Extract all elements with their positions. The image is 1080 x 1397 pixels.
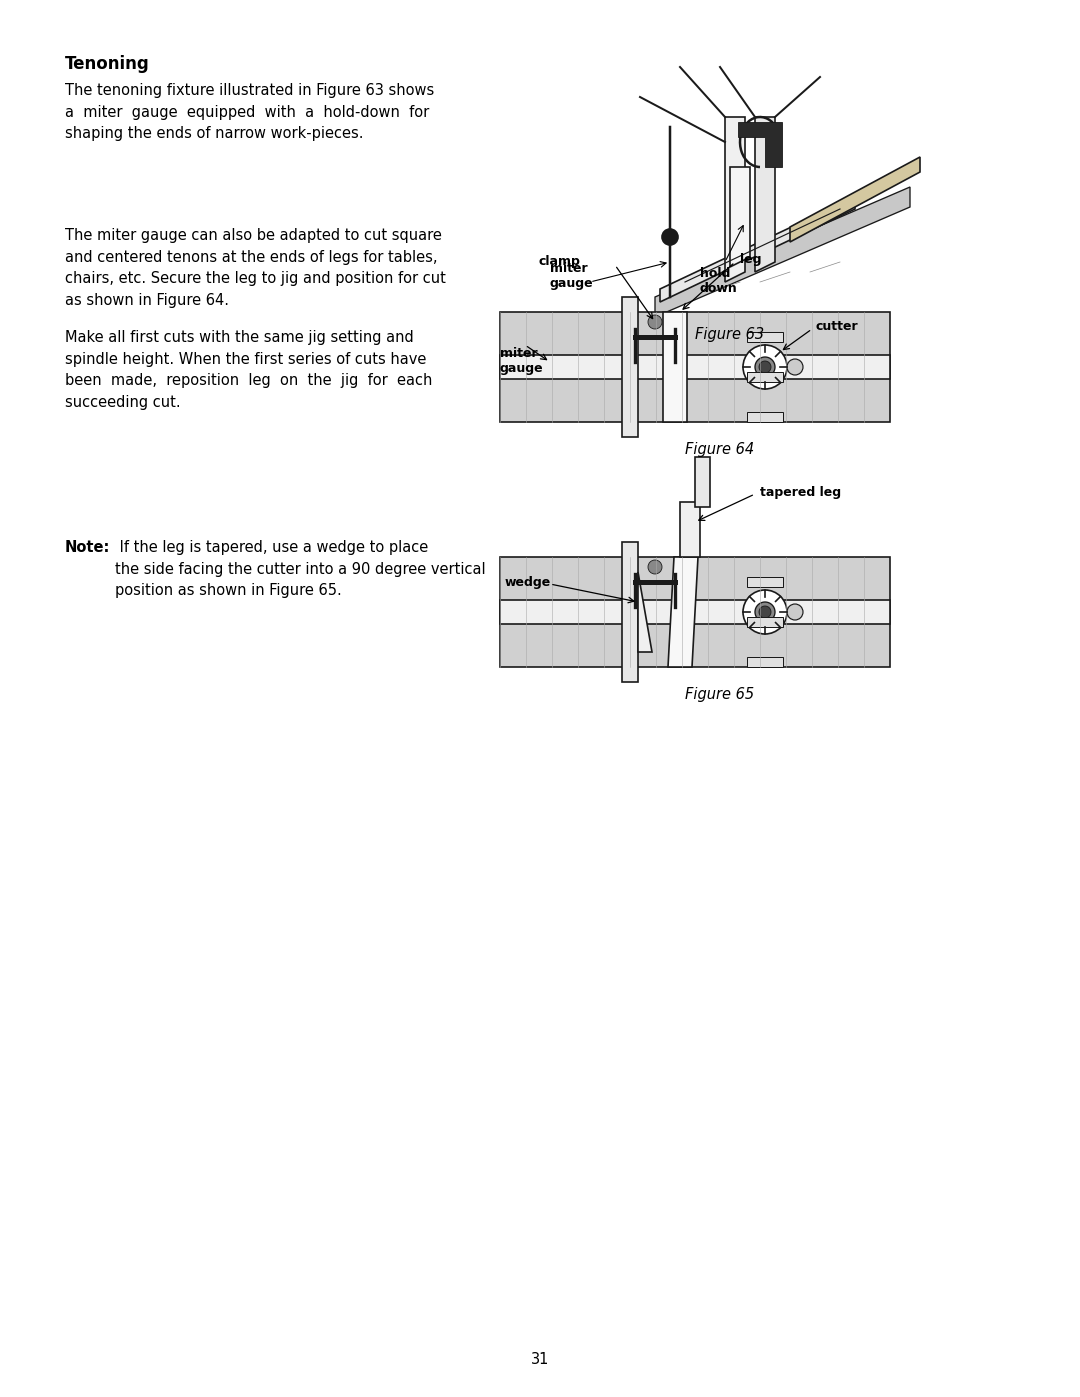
Text: Note:: Note: — [65, 541, 110, 555]
Polygon shape — [738, 122, 782, 168]
Polygon shape — [680, 502, 700, 557]
Text: Make all first cuts with the same jig setting and
spindle height. When the first: Make all first cuts with the same jig se… — [65, 330, 432, 409]
Text: The miter gauge can also be adapted to cut square
and centered tenons at the end: The miter gauge can also be adapted to c… — [65, 228, 446, 307]
Text: miter
gauge: miter gauge — [500, 346, 543, 374]
Text: Figure 65: Figure 65 — [686, 687, 755, 703]
Polygon shape — [500, 599, 890, 624]
Bar — [747, 372, 783, 381]
Polygon shape — [663, 312, 687, 422]
Circle shape — [759, 606, 771, 617]
Text: tapered leg: tapered leg — [760, 486, 841, 499]
Circle shape — [755, 358, 775, 377]
Circle shape — [759, 360, 771, 373]
Polygon shape — [789, 156, 920, 242]
Bar — [500, 312, 890, 422]
Bar — [747, 332, 783, 342]
Polygon shape — [660, 197, 855, 302]
Bar — [747, 577, 783, 587]
Text: wedge: wedge — [505, 576, 551, 588]
Text: If the leg is tapered, use a wedge to place
the side facing the cutter into a 90: If the leg is tapered, use a wedge to pl… — [114, 541, 486, 598]
Text: Tenoning: Tenoning — [65, 54, 150, 73]
Text: Figure 63: Figure 63 — [696, 327, 765, 342]
Text: The tenoning fixture illustrated in Figure 63 shows
a  miter  gauge  equipped  w: The tenoning fixture illustrated in Figu… — [65, 82, 434, 141]
Circle shape — [743, 345, 787, 388]
Polygon shape — [500, 355, 890, 379]
Circle shape — [755, 602, 775, 622]
Bar — [747, 617, 783, 627]
Polygon shape — [730, 168, 750, 267]
Polygon shape — [725, 117, 745, 282]
Circle shape — [743, 590, 787, 634]
Circle shape — [662, 229, 678, 244]
Text: miter
gauge: miter gauge — [550, 263, 594, 291]
Polygon shape — [622, 542, 638, 682]
Circle shape — [787, 604, 804, 620]
Text: hold
down: hold down — [700, 267, 738, 295]
Polygon shape — [622, 298, 638, 437]
Text: Figure 64: Figure 64 — [686, 441, 755, 457]
Text: clamp: clamp — [538, 256, 580, 268]
Bar — [747, 657, 783, 666]
Circle shape — [648, 314, 662, 330]
Circle shape — [648, 560, 662, 574]
Bar — [747, 412, 783, 422]
Polygon shape — [669, 557, 698, 666]
Circle shape — [787, 359, 804, 374]
Polygon shape — [755, 117, 775, 272]
Text: cutter: cutter — [815, 320, 858, 334]
Text: leg: leg — [740, 253, 761, 265]
Bar — [500, 557, 890, 666]
Polygon shape — [654, 187, 910, 317]
Polygon shape — [638, 571, 652, 652]
Text: 31: 31 — [530, 1352, 550, 1368]
Polygon shape — [696, 457, 710, 507]
